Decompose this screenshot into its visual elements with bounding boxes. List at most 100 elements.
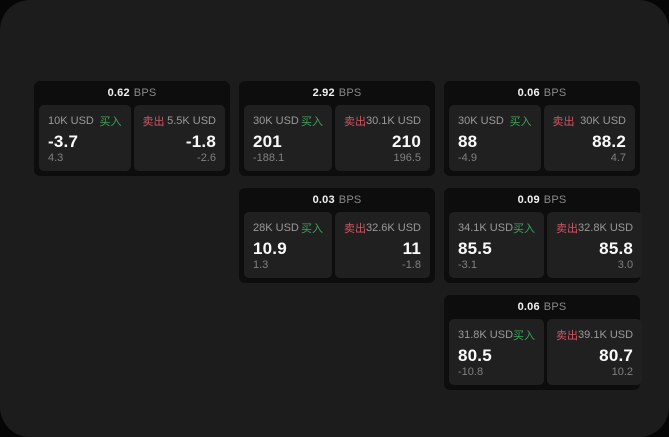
buy-tile-top: 31.8K USD 买入 <box>458 327 535 343</box>
sell-label: 卖出 <box>556 330 579 342</box>
quote-panels: 10K USD 买入 -3.7 4.3 卖出 5.5K USD -1.8 -2.… <box>39 105 225 171</box>
sell-tile-top: 卖出 32.6K USD <box>344 220 421 236</box>
buy-tile[interactable]: 31.8K USD 买入 80.5 -10.8 <box>449 319 545 385</box>
sell-tile[interactable]: 卖出 39.1K USD 80.7 10.2 <box>547 319 643 385</box>
buy-tile[interactable]: 30K USD 买入 201 -188.1 <box>244 105 332 171</box>
quote-panels: 30K USD 买入 201 -188.1 卖出 30.1K USD 210 1… <box>244 105 430 171</box>
sell-label: 卖出 <box>552 116 575 128</box>
sell-tile-top: 卖出 39.1K USD <box>556 327 633 343</box>
quote-panels: 28K USD 买入 10.9 1.3 卖出 32.6K USD 11 -1.8 <box>244 212 430 278</box>
buy-label: 买入 <box>509 116 532 128</box>
sell-tile[interactable]: 卖出 30K USD 88.2 4.7 <box>543 105 635 171</box>
buy-tile-top: 34.1K USD 买入 <box>458 220 535 236</box>
buy-label: 买入 <box>99 116 122 128</box>
sell-notional-size: 32.8K USD <box>578 222 634 234</box>
spread-value: 2.92 <box>312 87 335 99</box>
spread-unit: BPS <box>543 194 567 206</box>
spread-header: 0.06 BPS <box>449 81 635 105</box>
buy-label: 买入 <box>300 116 323 128</box>
buy-notional-size: 30K USD <box>458 115 504 127</box>
buy-tile-top: 10K USD 买入 <box>48 113 122 129</box>
spread-header: 0.03 BPS <box>244 188 430 212</box>
sell-notional-size: 5.5K USD <box>167 115 216 127</box>
buy-change: -4.9 <box>458 152 477 164</box>
spread-value: 0.62 <box>107 87 130 99</box>
quote-card: 0.06 BPS 30K USD 买入 88 -4.9 卖出 30K USD <box>444 81 640 176</box>
sell-notional-size: 30.1K USD <box>365 115 421 127</box>
sell-tile[interactable]: 卖出 32.8K USD 85.8 3.0 <box>547 212 643 278</box>
spread-header: 0.62 BPS <box>39 81 225 105</box>
sell-tile-top: 卖出 5.5K USD <box>143 113 217 129</box>
spread-unit: BPS <box>338 194 362 206</box>
buy-price: 10.9 <box>253 239 287 258</box>
spread-header: 0.09 BPS <box>449 188 635 212</box>
quote-grid: 0.62 BPS 10K USD 买入 -3.7 4.3 卖出 5.5K USD <box>34 81 643 390</box>
buy-price: 88 <box>458 132 478 151</box>
quote-panels: 31.8K USD 买入 80.5 -10.8 卖出 39.1K USD 80.… <box>449 319 643 385</box>
buy-price: -3.7 <box>48 132 79 151</box>
sell-change: -1.8 <box>402 259 421 271</box>
spread-value: 0.06 <box>517 301 540 313</box>
buy-change: -188.1 <box>253 152 285 164</box>
buy-tile[interactable]: 10K USD 买入 -3.7 4.3 <box>39 105 131 171</box>
spread-unit: BPS <box>338 87 362 99</box>
buy-tile[interactable]: 30K USD 买入 88 -4.9 <box>449 105 541 171</box>
sell-price: 80.7 <box>599 346 634 365</box>
sell-price: -1.8 <box>185 132 216 151</box>
sell-change: 4.7 <box>610 152 626 164</box>
sell-notional-size: 32.6K USD <box>365 222 421 234</box>
sell-label: 卖出 <box>343 223 366 235</box>
sell-label: 卖出 <box>142 116 165 128</box>
sell-change: 10.2 <box>611 366 634 378</box>
sell-price: 11 <box>402 239 421 258</box>
spread-value: 0.03 <box>312 194 335 206</box>
spread-value: 0.09 <box>517 194 540 206</box>
sell-price: 85.8 <box>599 239 634 258</box>
buy-change: 1.3 <box>253 259 269 271</box>
sell-change: -2.6 <box>197 152 216 164</box>
buy-tile[interactable]: 28K USD 买入 10.9 1.3 <box>244 212 332 278</box>
quote-card: 2.92 BPS 30K USD 买入 201 -188.1 卖出 30.1K … <box>239 81 435 176</box>
buy-change: -10.8 <box>458 366 484 378</box>
sell-notional-size: 39.1K USD <box>578 329 634 341</box>
buy-notional-size: 34.1K USD <box>458 222 514 234</box>
buy-notional-size: 28K USD <box>253 222 299 234</box>
quote-panels: 34.1K USD 买入 85.5 -3.1 卖出 32.8K USD 85.8… <box>449 212 643 278</box>
buy-price: 85.5 <box>458 239 492 258</box>
sell-tile[interactable]: 卖出 30.1K USD 210 196.5 <box>334 105 430 171</box>
buy-change: 4.3 <box>48 152 64 164</box>
buy-label: 买入 <box>513 223 536 235</box>
sell-tile-top: 卖出 32.8K USD <box>556 220 633 236</box>
quote-card: 0.06 BPS 31.8K USD 买入 80.5 -10.8 卖出 39.1… <box>444 295 643 390</box>
quote-card: 0.03 BPS 28K USD 买入 10.9 1.3 卖出 32.6K US… <box>239 188 435 283</box>
quote-panels: 30K USD 买入 88 -4.9 卖出 30K USD 88.2 4.7 <box>449 105 635 171</box>
spread-value: 0.06 <box>517 87 540 99</box>
quote-card: 0.09 BPS 34.1K USD 买入 85.5 -3.1 卖出 32.8K… <box>444 188 643 283</box>
buy-tile-top: 28K USD 买入 <box>253 220 323 236</box>
sell-tile[interactable]: 卖出 32.6K USD 11 -1.8 <box>334 212 430 278</box>
buy-price: 80.5 <box>458 346 492 365</box>
sell-price: 88.2 <box>592 132 626 151</box>
spread-unit: BPS <box>543 87 567 99</box>
buy-label: 买入 <box>513 330 536 342</box>
sell-price: 210 <box>392 132 421 151</box>
sell-tile[interactable]: 卖出 5.5K USD -1.8 -2.6 <box>133 105 225 171</box>
buy-change: -3.1 <box>458 259 477 271</box>
sell-tile-top: 卖出 30.1K USD <box>344 113 421 129</box>
buy-notional-size: 31.8K USD <box>458 329 514 341</box>
sell-tile-top: 卖出 30K USD <box>553 113 627 129</box>
buy-price: 201 <box>253 132 282 151</box>
spread-unit: BPS <box>133 87 157 99</box>
quote-card: 0.62 BPS 10K USD 买入 -3.7 4.3 卖出 5.5K USD <box>34 81 230 176</box>
buy-tile[interactable]: 34.1K USD 买入 85.5 -3.1 <box>449 212 545 278</box>
sell-change: 3.0 <box>617 259 634 271</box>
sell-label: 卖出 <box>343 116 366 128</box>
sell-notional-size: 30K USD <box>580 115 626 127</box>
buy-label: 买入 <box>300 223 323 235</box>
sell-change: 196.5 <box>393 152 421 164</box>
buy-tile-top: 30K USD 买入 <box>253 113 323 129</box>
spread-header: 2.92 BPS <box>244 81 430 105</box>
spread-header: 0.06 BPS <box>449 295 635 319</box>
buy-notional-size: 10K USD <box>48 115 94 127</box>
